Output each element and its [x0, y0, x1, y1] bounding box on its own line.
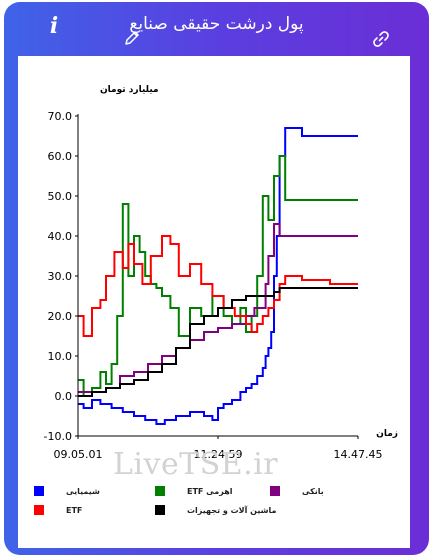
pencil-icon[interactable]	[124, 30, 140, 46]
legend-label: ETF	[66, 505, 83, 515]
y-tick-label: 60.0	[48, 150, 73, 163]
legend-item: ETF	[34, 505, 82, 515]
info-icon[interactable]: i	[49, 13, 59, 39]
x-axis-label: زمان	[376, 429, 398, 439]
y-tick-label: -10.0	[44, 430, 72, 443]
legend-swatch	[155, 505, 165, 515]
y-axis-label: میلیارد تومان	[100, 85, 159, 95]
legend-label: ETF اهرمی	[187, 486, 233, 496]
y-tick-label: 20.0	[48, 310, 73, 323]
x-tick-label: 11.24.59	[194, 448, 243, 461]
link-icon[interactable]	[372, 30, 390, 48]
x-tick-label: 09.05.01	[54, 448, 103, 461]
legend-item: شیمیایی	[34, 486, 100, 496]
y-tick-label: 10.0	[48, 350, 73, 363]
watermark: LiveTSE.ir	[113, 447, 279, 482]
chart-card: -10.0 0.0 10.0 20.0 30.0 40.0 50.0 60.0 70.0 09.0…	[18, 56, 410, 548]
x-tick-label: 14.47.45	[334, 448, 383, 461]
line-chart: -10.0 0.0 10.0 20.0 30.0 40.0 50.0 60.0 70.0 09.0…	[44, 85, 398, 461]
y-tick-label: 40.0	[48, 230, 73, 243]
y-tick-label: 0.0	[55, 390, 73, 403]
series-line	[78, 287, 358, 397]
legend-label: ماشین آلات و تجهیزات	[187, 505, 277, 515]
series-line	[78, 223, 358, 393]
header-bar: i پول درشت حقیقی صنایع	[4, 2, 429, 54]
legend-item: ماشین آلات و تجهیزات	[155, 505, 276, 515]
legend-swatch	[34, 486, 44, 496]
series-line	[78, 127, 358, 425]
legend-item: بانکی	[270, 486, 324, 496]
legend-swatch	[34, 505, 44, 515]
series-line	[78, 235, 358, 337]
legend-swatch	[155, 486, 165, 496]
legend-item: ETF اهرمی	[155, 486, 232, 496]
y-tick-label: 70.0	[48, 110, 73, 123]
app-window: i پول درشت حقیقی صنایع -10.0 0.0 10.0 20.0 3…	[4, 2, 429, 555]
legend-label: شیمیایی	[66, 486, 100, 496]
y-tick-label: 30.0	[48, 270, 73, 283]
legend-swatch	[270, 486, 280, 496]
y-tick-label: 50.0	[48, 190, 73, 203]
series-line	[78, 155, 358, 397]
page-title: پول درشت حقیقی صنایع	[129, 14, 304, 34]
legend-label: بانکی	[302, 486, 324, 496]
